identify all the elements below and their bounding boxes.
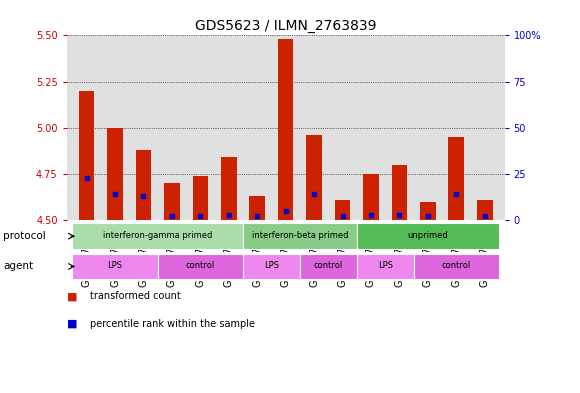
Bar <box>107 128 123 220</box>
Bar <box>79 91 95 220</box>
Bar <box>306 135 322 220</box>
Text: ■: ■ <box>67 319 77 329</box>
Bar <box>414 254 499 279</box>
Bar <box>357 224 499 249</box>
Bar <box>72 224 243 249</box>
Title: GDS5623 / ILMN_2763839: GDS5623 / ILMN_2763839 <box>195 19 376 33</box>
Bar <box>164 183 180 220</box>
Bar <box>300 254 357 279</box>
Bar <box>193 176 208 220</box>
Bar <box>249 196 265 220</box>
Text: transformed count: transformed count <box>90 291 180 301</box>
Bar <box>392 165 407 220</box>
Bar <box>448 137 464 220</box>
Bar <box>357 254 414 279</box>
Text: control: control <box>186 261 215 270</box>
Text: control: control <box>314 261 343 270</box>
Text: LPS: LPS <box>264 261 279 270</box>
Bar <box>221 157 237 220</box>
Text: protocol: protocol <box>3 231 46 241</box>
Bar <box>136 150 151 220</box>
Bar <box>243 224 357 249</box>
Bar <box>278 39 293 220</box>
Bar <box>363 174 379 220</box>
Text: percentile rank within the sample: percentile rank within the sample <box>90 319 255 329</box>
Text: interferon-beta primed: interferon-beta primed <box>252 231 348 240</box>
Text: LPS: LPS <box>378 261 393 270</box>
Text: LPS: LPS <box>107 261 122 270</box>
Bar <box>335 200 350 220</box>
Text: agent: agent <box>3 261 33 272</box>
Text: ■: ■ <box>67 291 77 301</box>
Bar <box>72 254 158 279</box>
Bar <box>420 202 436 220</box>
Bar <box>243 254 300 279</box>
Bar <box>477 200 492 220</box>
Text: interferon-gamma primed: interferon-gamma primed <box>103 231 212 240</box>
Text: control: control <box>441 261 471 270</box>
Bar <box>158 254 243 279</box>
Text: unprimed: unprimed <box>408 231 448 240</box>
